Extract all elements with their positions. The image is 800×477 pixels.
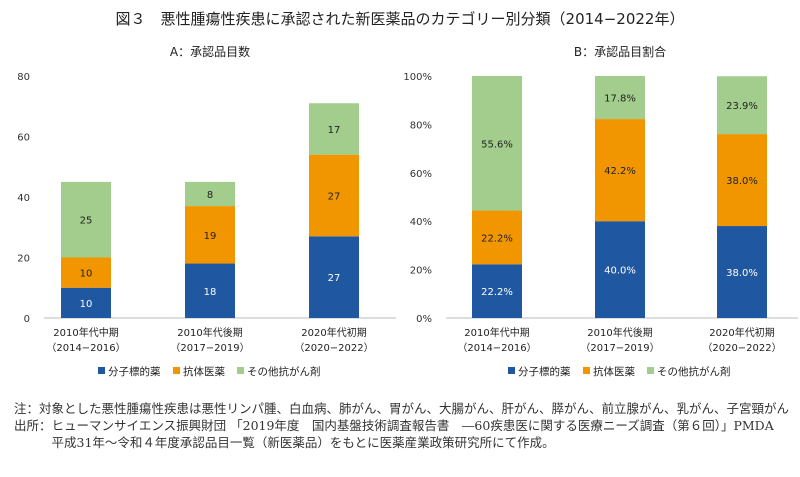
source-label: 出所： [14, 418, 52, 433]
legend-swatch [173, 367, 180, 374]
bar-segment [595, 221, 645, 318]
panel-title: A：承認品目数 [170, 44, 250, 59]
bar-segment [595, 76, 645, 120]
y-tick-label: 80% [410, 120, 432, 131]
chart-figure: 図３ 悪性腫瘍性疾患に承認された新医薬品のカテゴリー別分類（2014−2022年… [17, 10, 798, 378]
bar-segment [595, 119, 645, 222]
x-tick-sublabel: （2017−2019） [580, 342, 659, 354]
data-label: 23.9% [726, 101, 758, 112]
bar-segment [61, 181, 111, 258]
bar-segment [309, 154, 359, 237]
data-label: 27 [328, 273, 341, 284]
x-tick-label: 2010年代中期 [53, 326, 118, 339]
x-tick-label: 2010年代後期 [177, 326, 242, 339]
bar-segment [309, 236, 359, 318]
data-label: 55.6% [481, 139, 513, 150]
data-label: 38.0% [726, 176, 758, 187]
legend-label: その他抗がん剤 [247, 365, 321, 378]
data-label: 18 [204, 287, 217, 298]
data-label: 10 [80, 299, 93, 310]
y-tick-label: 40 [17, 193, 30, 204]
legend-label: 分子標的薬 [518, 365, 571, 378]
legend-label: 抗体医薬 [593, 365, 635, 378]
bar-segment [61, 257, 111, 288]
panel-title: B：承認品目割合 [574, 44, 666, 59]
bar-segment [61, 287, 111, 318]
note-text: 対象とした悪性腫瘍性疾患は悪性リンパ腫、白血病、肺がん、胃がん、大腸がん、肝がん… [39, 401, 790, 416]
bar-segment [472, 210, 522, 265]
bar-segment [185, 263, 235, 318]
y-tick-label: 0% [416, 314, 432, 325]
data-label: 42.2% [604, 166, 636, 177]
x-tick-sublabel: （2017−2019） [170, 342, 249, 354]
legend-label: その他抗がん剤 [657, 365, 731, 378]
data-label: 10 [80, 269, 93, 280]
bar-segment [309, 103, 359, 155]
bar-segment [472, 264, 522, 318]
bar-segment [472, 76, 522, 211]
legend-label: 分子標的薬 [108, 365, 161, 378]
bar-segment [185, 181, 235, 207]
x-tick-sublabel: （2020−2022） [702, 342, 781, 354]
y-tick-label: 100% [403, 72, 432, 83]
x-tick-sublabel: （2014−2016） [457, 342, 536, 354]
legend-swatch [237, 367, 244, 374]
y-tick-label: 20 [17, 254, 30, 265]
figure-title: 図３ 悪性腫瘍性疾患に承認された新医薬品のカテゴリー別分類（2014−2022年… [116, 10, 685, 28]
source-text: ヒューマンサイエンス振興財団 「2019年度 国内基盤技術調査報告書 ―60疾患… [51, 418, 787, 450]
y-tick-label: 20% [410, 266, 432, 277]
data-label: 19 [204, 231, 217, 242]
y-tick-label: 40% [410, 217, 432, 228]
x-tick-sublabel: （2020−2022） [294, 342, 373, 354]
legend-swatch [583, 367, 590, 374]
legend-swatch [647, 367, 654, 374]
data-label: 17.8% [604, 94, 636, 105]
data-label: 38.0% [726, 268, 758, 279]
y-tick-label: 0 [24, 314, 30, 325]
y-tick-label: 80 [17, 72, 30, 83]
data-label: 27 [328, 191, 341, 202]
data-label: 22.2% [481, 287, 513, 298]
bar-segment [185, 206, 235, 264]
data-label: 25 [80, 216, 93, 227]
legend-swatch [508, 367, 515, 374]
note-label: 注： [14, 401, 40, 416]
bar-segment [717, 76, 767, 135]
x-tick-label: 2020年代初期 [301, 326, 366, 339]
data-label: 22.2% [481, 233, 513, 244]
legend-label: 抗体医薬 [183, 365, 225, 378]
data-label: 8 [207, 190, 213, 201]
y-tick-label: 60 [17, 133, 30, 144]
x-tick-sublabel: （2014−2016） [46, 342, 125, 354]
data-label: 40.0% [604, 266, 636, 277]
notes: 注： 対象とした悪性腫瘍性疾患は悪性リンパ腫、白血病、肺がん、胃がん、大腸がん、肝… [14, 400, 794, 451]
legend-swatch [98, 367, 105, 374]
data-label: 17 [328, 125, 341, 136]
x-tick-label: 2010年代後期 [587, 326, 652, 339]
bar-segment [717, 134, 767, 227]
x-tick-label: 2010年代中期 [464, 326, 529, 339]
bar-segment [717, 226, 767, 318]
x-tick-label: 2020年代初期 [709, 326, 774, 339]
y-tick-label: 60% [410, 169, 432, 180]
